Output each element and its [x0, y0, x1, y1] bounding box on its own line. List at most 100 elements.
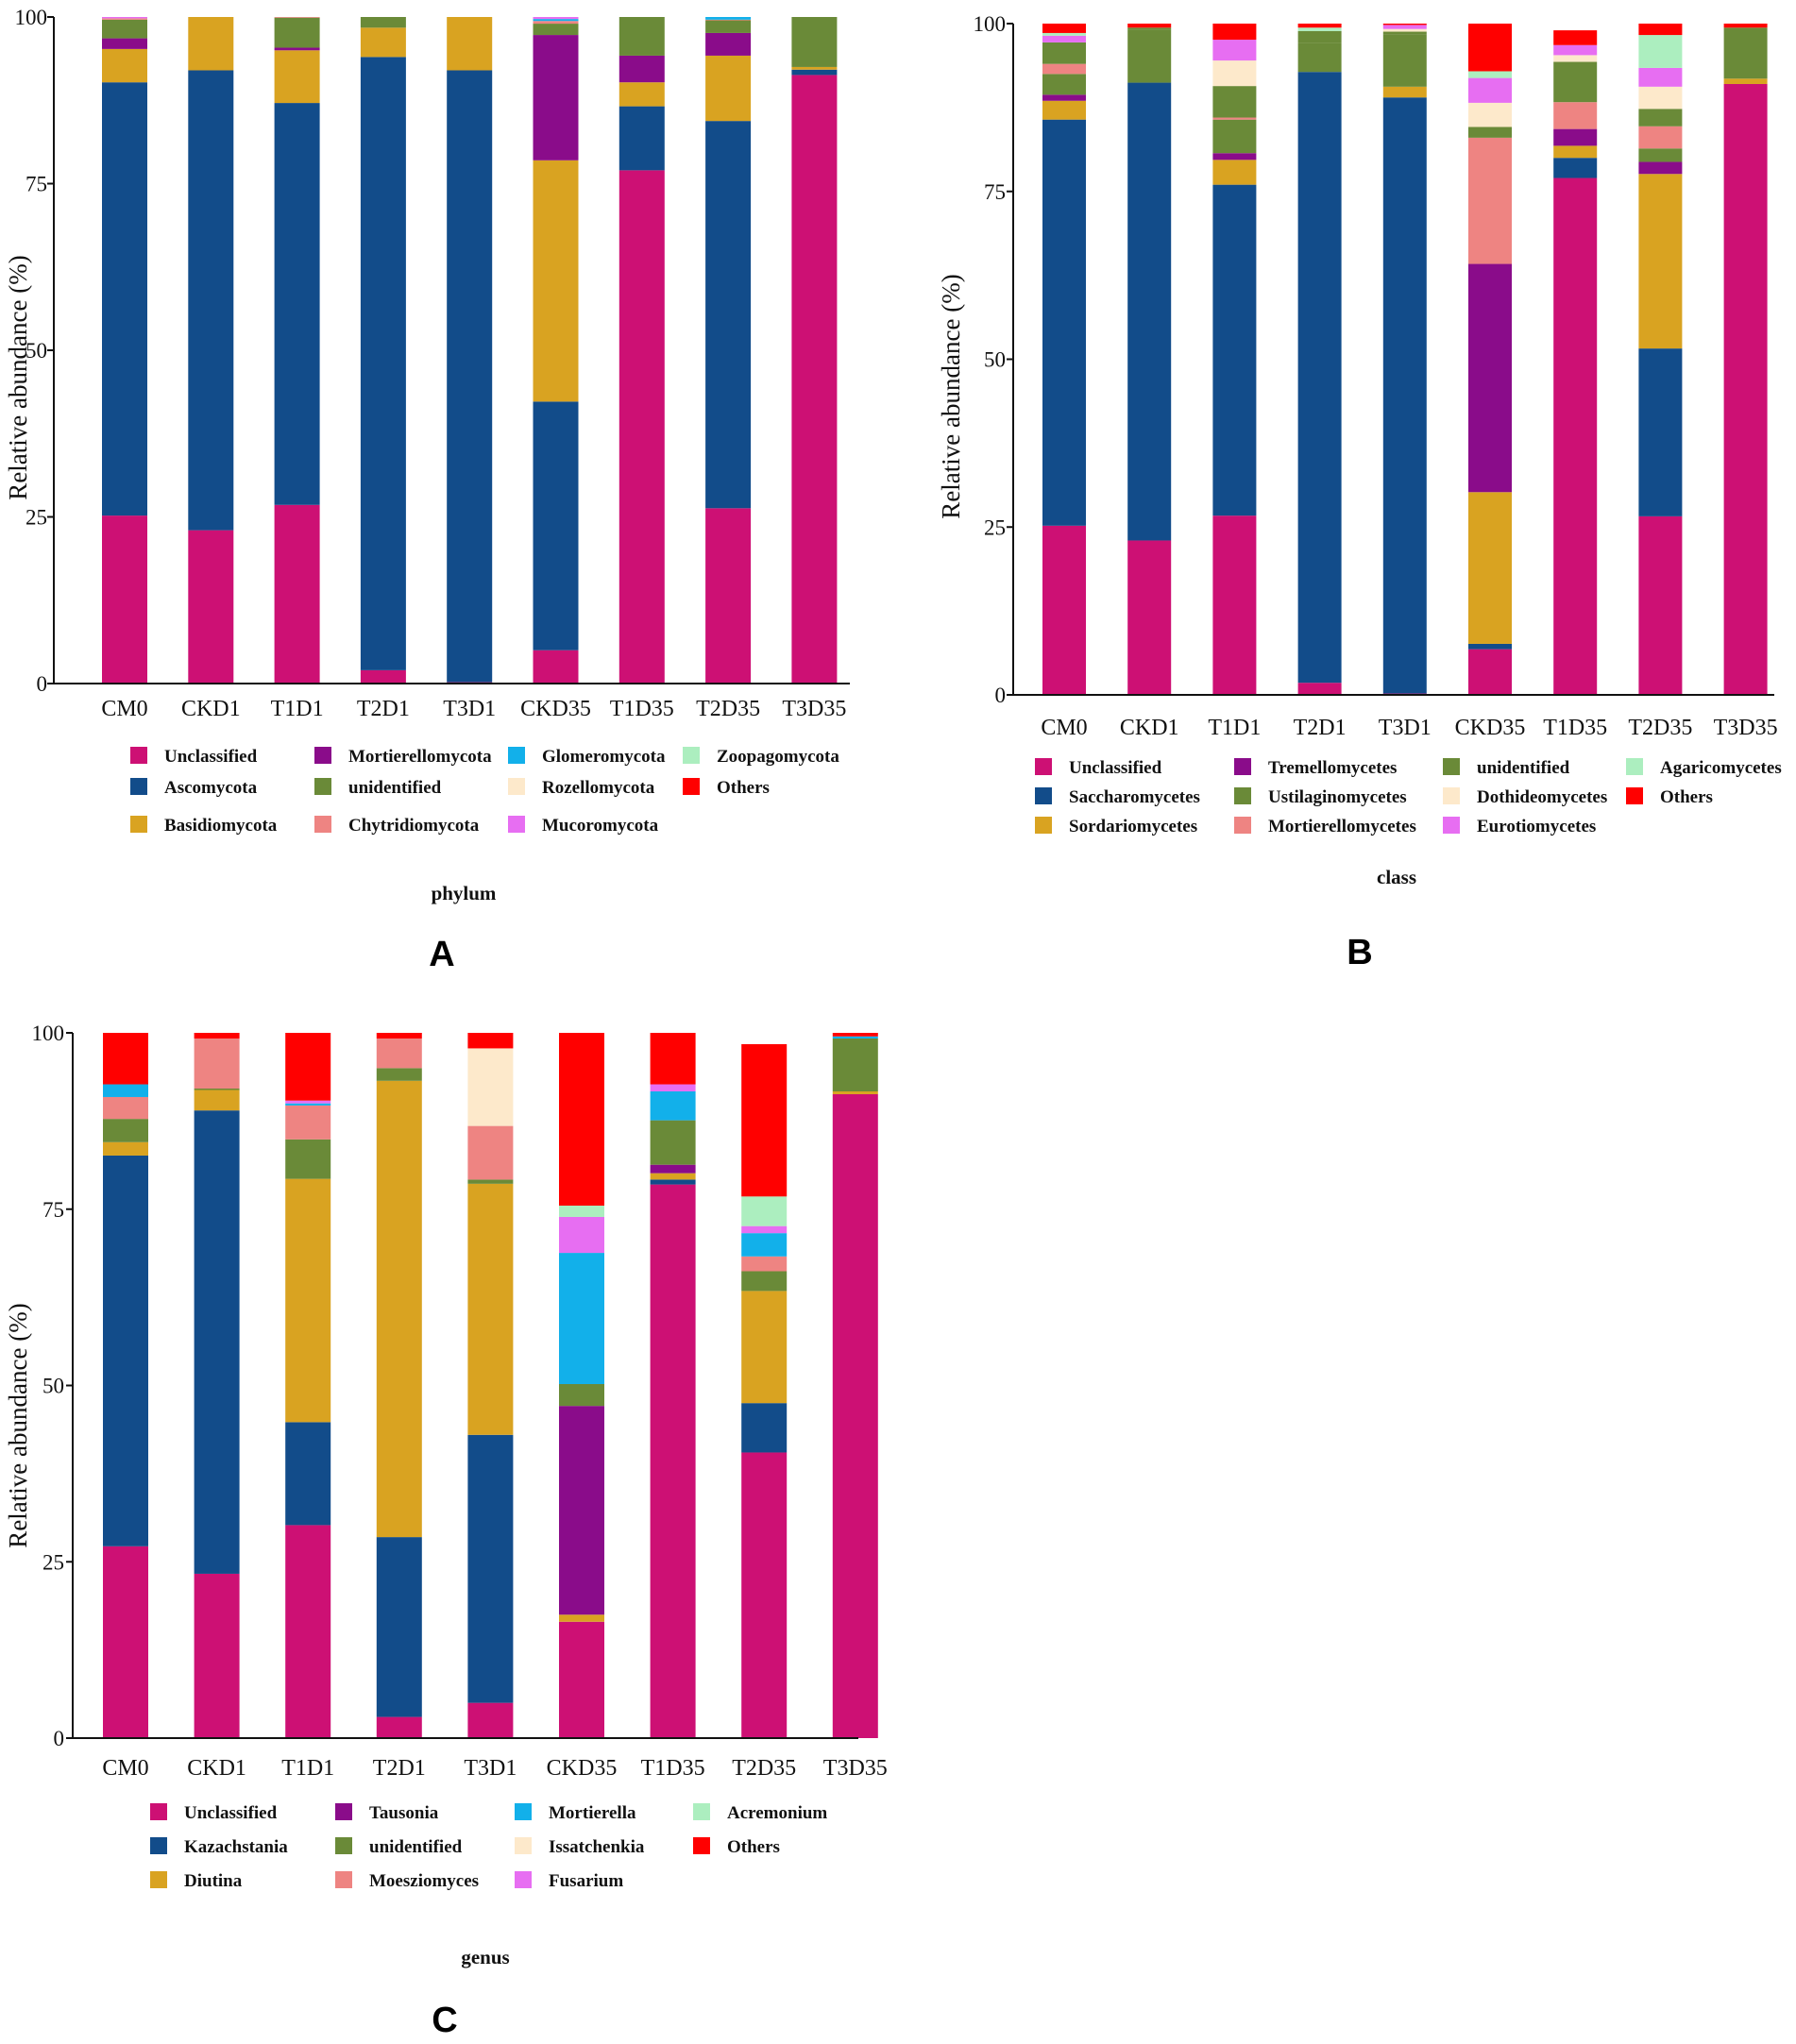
- panel-b-bar-t1d35-others: [1553, 30, 1598, 45]
- panel-a-category-t3d1: T3D1: [443, 697, 496, 721]
- panel-c-bar-t1d1-mortierella: [285, 1103, 331, 1106]
- panel-a-bar-t1d35-basidiomycota: [618, 82, 665, 107]
- panel-b-category-t3d35: T3D35: [1714, 716, 1778, 740]
- panel-a-category-labels: CM0 CKD1 T1D1 T2D1 T3D1 CKD35 T1D35 T2D35 T3D35: [101, 697, 846, 721]
- panel-a-legend-label-others: Others: [717, 778, 770, 798]
- panel-a-category-t1d1: T1D1: [271, 697, 324, 721]
- panel-b-bar-ckd1-unidentified: [1127, 27, 1172, 30]
- panel-c-bar-t2d35-mortierella: [741, 1233, 788, 1257]
- panel-b-legend-swatch-agaricomycetes: [1626, 758, 1643, 775]
- panel-b-bar-t1d1-others: [1212, 24, 1257, 41]
- panel-c-legend-label-diutina: Diutina: [184, 1871, 243, 1891]
- panel-a-legend-label-mortierellomycota: Mortierellomycota: [348, 747, 492, 767]
- panel-b-legend-swatch-unclassified: [1035, 758, 1052, 775]
- panel-c-bar-t2d1-unidentified: [376, 1068, 422, 1081]
- panel-a-bar-ckd35-unclassified: [533, 650, 579, 684]
- panel-a-bar-ckd35-mortierellomycota: [533, 35, 579, 160]
- panel-b-bar-t1d35-dothideomycetes: [1553, 55, 1598, 62]
- panel-b-legend-swatch-dothideomycetes: [1443, 787, 1460, 804]
- panel-c-y-tick-100: 100: [32, 1022, 65, 1045]
- panel-c-legend-label-mortierella: Mortierella: [549, 1803, 636, 1823]
- panel-b-bar-t3d1-sordariomycetes: [1382, 86, 1427, 98]
- panel-c-bar-t2d35-moesziomyces: [741, 1256, 788, 1272]
- panel-c-bar-t2d1-others: [376, 1033, 422, 1039]
- panel-b-bar-cm0-eurotiomycetes: [1042, 35, 1086, 42]
- panel-b-bar-t3d1-dothideomycetes: [1382, 28, 1427, 32]
- panel-a-bar-cm0-unidentified: [102, 19, 147, 39]
- panel-c-legend-label-fusarium: Fusarium: [549, 1871, 623, 1891]
- panel-c-bar-t3d1-moesziomyces: [467, 1125, 514, 1180]
- panel-a-bar-t2d1-unidentified: [360, 17, 406, 28]
- panel-b-y-tick-75: 75: [984, 180, 1006, 204]
- panel-a-legend-swatch-rozellomycota: [508, 778, 525, 795]
- panel-b-bar-t2d1-unclassified: [1297, 683, 1342, 695]
- panel-a-legend-label-mucoromycota: Mucoromycota: [542, 816, 659, 836]
- panel-b-bar-t3d35-unidentified: [1723, 27, 1768, 79]
- panel-b-bar-t1d1-saccharomycetes: [1212, 184, 1257, 516]
- panel-b-bar-t1d1-eurotiomycetes: [1212, 40, 1257, 61]
- panel-b-bar-ckd1-others: [1127, 24, 1172, 28]
- panel-b-y-tick-0: 0: [995, 684, 1007, 707]
- panel-a-phylum-chart: Relative abundance (%) 0 25 50 75 100 CM0 CKD…: [4, 6, 850, 974]
- panel-c-category-t1d1: T1D1: [281, 1756, 334, 1781]
- panel-c-bar-ckd1-others: [194, 1033, 240, 1039]
- panel-a-bar-t2d1-ascomycota: [360, 57, 406, 670]
- panel-b-legend-swatch-mortierellomycetes: [1234, 817, 1251, 834]
- panel-b-class-chart: Relative abundance (%) 0 25 50 75 100 CM0 CKD…: [937, 12, 1782, 972]
- panel-a-legend-swatch-zoopagomycota: [683, 747, 700, 764]
- panel-b-bar-t2d35-ustilaginomycetes: [1638, 148, 1683, 162]
- panel-a-bar-ckd35-mucoromycota: [533, 17, 579, 20]
- panel-a-legend-label-glomeromycota: Glomeromycota: [542, 747, 666, 767]
- panel-a-legend-label-ascomycota: Ascomycota: [164, 778, 258, 798]
- panel-c-bar-t2d35-others: [741, 1043, 788, 1197]
- panel-b-bar-t2d35-sordariomycetes: [1638, 174, 1683, 349]
- panel-b-bar-t1d35-unclassified: [1553, 177, 1598, 695]
- panel-b-y-tick-100: 100: [974, 12, 1007, 36]
- panel-a-bar-ckd1-ascomycota: [188, 70, 234, 531]
- panel-b-bar-ckd1-unclassified: [1127, 540, 1172, 695]
- panel-a-bar-ckd35-glomeromycota: [533, 19, 579, 22]
- panel-a-bar-t1d1-mortierellomycota: [274, 47, 320, 51]
- panel-b-legend-label-unidentified: unidentified: [1477, 758, 1570, 778]
- panel-c-bar-t1d1-unclassified: [285, 1525, 331, 1738]
- panel-a-bar-cm0-unclassified: [102, 515, 147, 684]
- panel-b-bar-t1d1-unidentified: [1212, 86, 1257, 118]
- panel-b-legend-label-others: Others: [1660, 787, 1713, 807]
- panel-b-bar-t2d35-others: [1638, 24, 1683, 36]
- panel-b-y-ticks: 0 25 50 75 100: [974, 12, 1013, 707]
- panel-c-bar-t1d35-others: [650, 1033, 696, 1085]
- panel-b-legend: Unclassified Tremellomycetes unidentified A…: [1035, 758, 1782, 836]
- panel-a-y-tick-25: 25: [25, 506, 47, 530]
- panel-c-legend-swatch-others: [693, 1837, 710, 1854]
- panel-c-bar-t1d1-unidentified: [285, 1139, 331, 1179]
- panel-c-y-tick-0: 0: [54, 1727, 65, 1750]
- panel-c-genus-chart: Relative abundance (%) 0 25 50 75 100 CM0 CKD…: [4, 1022, 888, 2040]
- panel-c-bar-t1d35-diutina: [650, 1173, 696, 1180]
- panel-c-legend: Unclassified Tausonia Mortierella Acremoniu…: [150, 1803, 827, 1891]
- panel-b-bar-t2d1-saccharomycetes: [1297, 72, 1342, 684]
- panel-b-legend-label-unclassified: Unclassified: [1069, 758, 1162, 778]
- panel-b-bar-ckd35-sordariomycetes: [1468, 492, 1512, 644]
- panel-c-bar-ckd35-unidentified: [559, 1384, 604, 1407]
- panel-a-bar-cm0-mortierellomycota: [102, 38, 147, 49]
- panel-a-bar-ckd1-unclassified: [188, 530, 234, 684]
- panel-a-category-ckd35: CKD35: [520, 697, 591, 721]
- panel-b-bar-ckd35-unclassified: [1468, 649, 1512, 695]
- panel-b-legend-label-agaricomycetes: Agaricomycetes: [1660, 758, 1782, 778]
- panel-a-bar-cm0-ascomycota: [102, 82, 147, 516]
- panel-c-category-t3d35: T3D35: [823, 1756, 888, 1781]
- panel-c-bar-t1d35-fusarium: [650, 1084, 696, 1092]
- panel-c-bar-ckd1-kazachstania: [194, 1110, 240, 1574]
- panel-a-legend-label-chytridiomycota: Chytridiomycota: [348, 816, 480, 836]
- panel-c-bar-t2d35-fusarium: [741, 1225, 788, 1234]
- panel-c-bar-t2d35-unidentified: [741, 1271, 788, 1292]
- panel-c-bar-t3d35-unclassified: [832, 1093, 878, 1738]
- panel-c-legend-swatch-unclassified: [150, 1803, 167, 1820]
- panel-c-bar-t3d1-unidentified: [467, 1179, 514, 1184]
- panel-b-bar-cm0-unclassified: [1042, 525, 1086, 695]
- panel-b-bar-ckd35-mortierellomycetes: [1468, 137, 1512, 264]
- panel-c-legend-swatch-unidentified: [335, 1837, 352, 1854]
- panel-a-legend: Unclassified Mortierellomycota Glomeromyco…: [130, 747, 839, 836]
- panel-b-bar-ckd35-tremellomycetes: [1468, 263, 1512, 493]
- panel-c-bar-t3d35-others: [832, 1033, 878, 1037]
